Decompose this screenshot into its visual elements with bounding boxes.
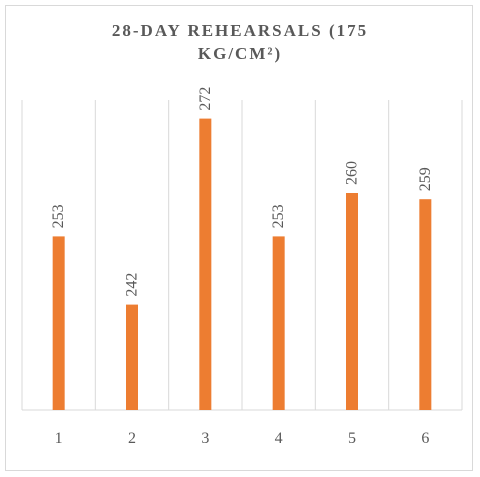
bar-3 bbox=[199, 118, 212, 410]
bar-4 bbox=[272, 236, 285, 410]
data-label-1: 253 bbox=[50, 204, 67, 228]
x-tick-label-3: 3 bbox=[201, 430, 209, 447]
chart-title-line-1: 28-DAY REHEARSALS (175 bbox=[111, 21, 369, 40]
bars bbox=[52, 118, 432, 410]
x-tick-label-5: 5 bbox=[348, 430, 356, 447]
bar-2 bbox=[126, 304, 138, 410]
data-label-4: 253 bbox=[270, 204, 287, 228]
bar-5 bbox=[346, 193, 358, 410]
data-labels: 253 242 272 253 260 259 bbox=[50, 87, 434, 297]
data-label-3: 272 bbox=[197, 87, 214, 111]
bar-6 bbox=[419, 199, 432, 410]
x-tick-label-6: 6 bbox=[421, 430, 429, 447]
x-tick-label-4: 4 bbox=[275, 430, 283, 447]
data-label-6: 259 bbox=[417, 167, 434, 191]
x-tick-labels: 1 2 3 4 5 6 bbox=[55, 430, 430, 447]
data-label-2: 242 bbox=[124, 273, 141, 297]
chart-frame bbox=[5, 5, 473, 471]
bar-1 bbox=[52, 236, 65, 410]
chart-title-line-2: KG/CM²) bbox=[197, 44, 283, 63]
chart-title: 28-DAY REHEARSALS (175 KG/CM²) bbox=[0, 19, 480, 65]
data-label-5: 260 bbox=[344, 161, 361, 185]
x-tick-label-1: 1 bbox=[55, 430, 63, 447]
grid-lines bbox=[21, 100, 463, 411]
x-tick-label-2: 2 bbox=[128, 430, 136, 447]
